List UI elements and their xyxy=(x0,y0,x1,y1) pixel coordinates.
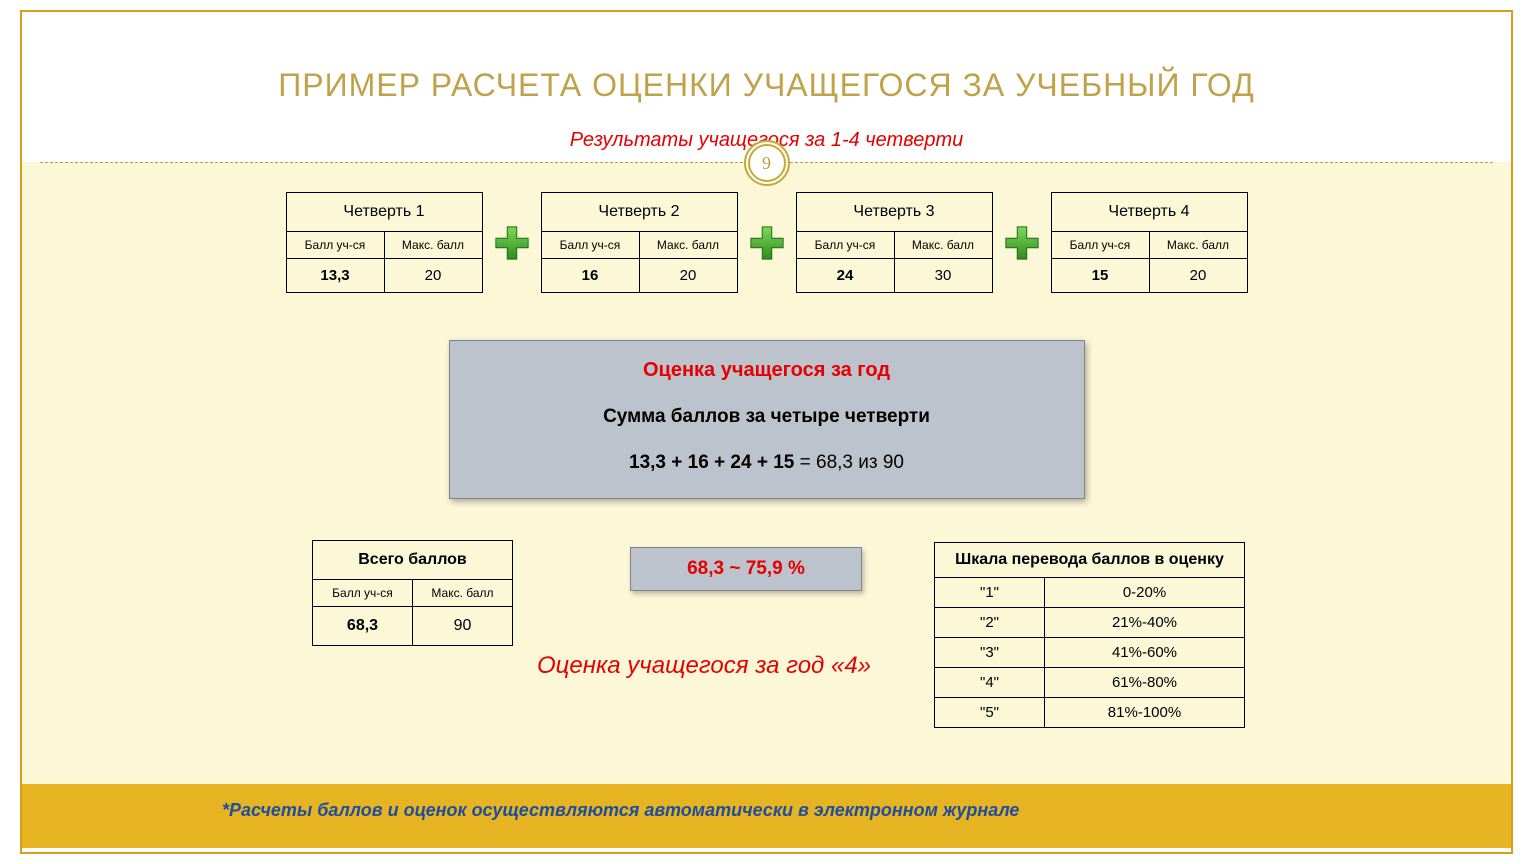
summary-heading: Оценка учащегося за год xyxy=(460,359,1074,382)
total-table: Всего баллов Балл уч-ся Макс. балл 68,3 … xyxy=(312,540,513,646)
quarter-4-max: 20 xyxy=(1149,259,1247,293)
summary-formula: 13,3 + 16 + 24 + 15 = 68,3 из 90 xyxy=(460,452,1074,474)
quarter-4-table: Четверть 4 Балл уч-ся Макс. балл 15 20 xyxy=(1051,192,1248,293)
quarter-1-title: Четверть 1 xyxy=(286,193,482,232)
scale-grade-5: "5" xyxy=(935,698,1045,728)
scale-range-2: 21%-40% xyxy=(1045,608,1245,638)
slide-frame: ПРИМЕР РАСЧЕТА ОЦЕНКИ УЧАЩЕГОСЯ ЗА УЧЕБН… xyxy=(20,10,1513,854)
scale-range-1: 0-20% xyxy=(1045,578,1245,608)
total-title: Всего баллов xyxy=(313,541,513,580)
slide-number: 9 xyxy=(748,144,786,182)
total-max: 90 xyxy=(413,607,513,646)
scale-range-4: 61%-80% xyxy=(1045,668,1245,698)
scale-range-5: 81%-100% xyxy=(1045,698,1245,728)
final-grade-text: Оценка учащегося за год «4» xyxy=(537,652,871,680)
slide-number-badge: 9 xyxy=(744,140,790,186)
scale-table: Шкала перевода баллов в оценку "1"0-20% … xyxy=(934,542,1245,728)
quarter-1-student: 13,3 xyxy=(286,259,384,293)
quarter-4-title: Четверть 4 xyxy=(1051,193,1247,232)
quarter-2-student: 16 xyxy=(541,259,639,293)
summary-line1: Сумма баллов за четыре четверти xyxy=(460,406,1074,428)
scale-title: Шкала перевода баллов в оценку xyxy=(935,543,1245,578)
quarters-row: Четверть 1 Балл уч-ся Макс. балл 13,3 20… xyxy=(22,192,1511,293)
quarter-3-student: 24 xyxy=(796,259,894,293)
quarter-3-title: Четверть 3 xyxy=(796,193,992,232)
quarter-2-max: 20 xyxy=(639,259,737,293)
col-label-max: Макс. балл xyxy=(384,232,482,259)
quarter-3-max: 30 xyxy=(894,259,992,293)
scale-grade-3: "3" xyxy=(935,638,1045,668)
quarter-2-table: Четверть 2 Балл уч-ся Макс. балл 16 20 xyxy=(541,192,738,293)
scale-range-3: 41%-60% xyxy=(1045,638,1245,668)
quarter-1-table: Четверть 1 Балл уч-ся Макс. балл 13,3 20 xyxy=(286,192,483,293)
quarter-2-title: Четверть 2 xyxy=(541,193,737,232)
col-label-student: Балл уч-ся xyxy=(286,232,384,259)
total-student: 68,3 xyxy=(313,607,413,646)
scale-grade-2: "2" xyxy=(935,608,1045,638)
scale-grade-4: "4" xyxy=(935,668,1045,698)
quarter-4-student: 15 xyxy=(1051,259,1149,293)
percent-box: 68,3 ~ 75,9 % xyxy=(630,547,862,591)
scale-grade-1: "1" xyxy=(935,578,1045,608)
plus-icon xyxy=(1003,224,1041,262)
quarter-1-max: 20 xyxy=(384,259,482,293)
quarter-3-table: Четверть 3 Балл уч-ся Макс. балл 24 30 xyxy=(796,192,993,293)
slide-title: ПРИМЕР РАСЧЕТА ОЦЕНКИ УЧАЩЕГОСЯ ЗА УЧЕБН… xyxy=(22,67,1511,104)
plus-icon xyxy=(748,224,786,262)
plus-icon xyxy=(493,224,531,262)
year-summary-box: Оценка учащегося за год Сумма баллов за … xyxy=(449,340,1085,499)
footnote-text: *Расчеты баллов и оценок осуществляются … xyxy=(222,800,1019,821)
